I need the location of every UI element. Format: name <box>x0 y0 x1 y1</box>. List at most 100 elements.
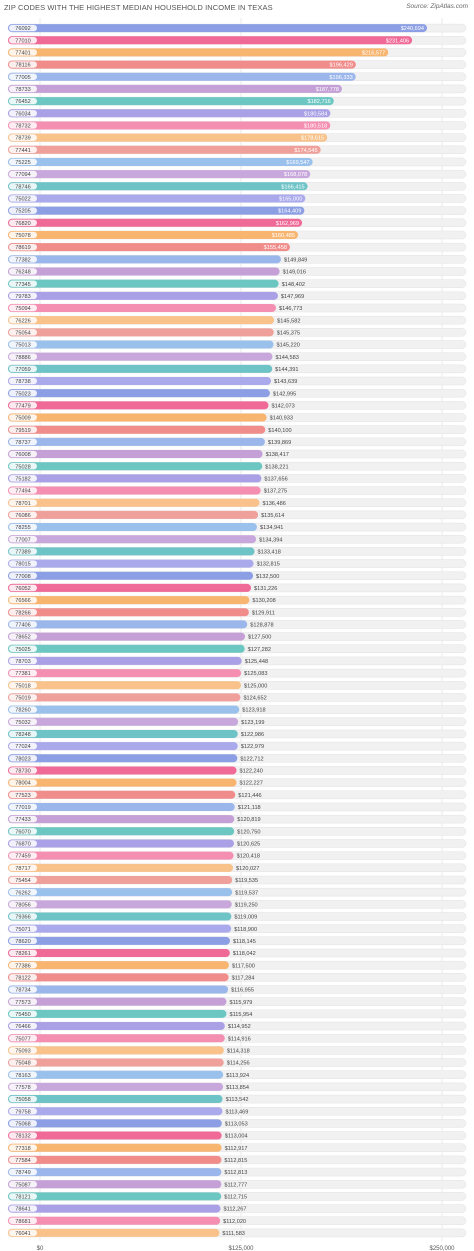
value-label: $122,240 <box>240 769 263 775</box>
category-pill <box>9 694 37 701</box>
value-label: $187,778 <box>316 87 339 93</box>
bar <box>8 243 290 252</box>
bar <box>8 620 248 629</box>
bar-row: 75093 $114,318 <box>7 1046 467 1055</box>
category-pill <box>9 73 37 80</box>
bar-row: 76034 $180,584 <box>7 109 467 118</box>
bar-row: 75077 $114,916 <box>7 1033 467 1043</box>
value-label: $231,406 <box>386 38 409 44</box>
bar <box>8 72 356 81</box>
category-pill <box>9 536 37 543</box>
value-label: $122,986 <box>241 732 264 738</box>
bar-row: 78116 $196,429 <box>7 60 467 69</box>
bar-row: 78886 $144,583 <box>7 352 467 361</box>
bar <box>8 462 263 471</box>
bar <box>8 1046 224 1055</box>
bar-row: 77441 $174,545 <box>7 145 467 155</box>
bar-row: 78739 $178,615 <box>7 133 467 142</box>
value-label: $127,500 <box>248 635 271 641</box>
value-label: $182,716 <box>307 99 330 105</box>
bar-row: 75094 $146,773 <box>7 303 467 313</box>
bar-row: 78652 $127,500 <box>7 632 467 641</box>
category-pill <box>9 292 37 300</box>
category-label: 78717 <box>15 866 31 872</box>
category-label: 78260 <box>15 708 31 714</box>
category-label: 76086 <box>15 513 31 519</box>
category-label: 75009 <box>15 416 31 422</box>
value-label: $124,652 <box>243 696 266 702</box>
category-pill <box>9 657 37 665</box>
category-label: 78737 <box>15 440 31 446</box>
value-label: $112,020 <box>223 1219 246 1225</box>
bar-row: 75087 $112,777 <box>7 1179 467 1189</box>
bar <box>8 766 237 775</box>
category-pill <box>9 1229 37 1237</box>
value-label: $113,004 <box>225 1134 248 1140</box>
value-label: $137,656 <box>264 476 287 482</box>
bar-row: 78620 $118,145 <box>7 936 467 946</box>
category-label: 78738 <box>15 379 31 385</box>
category-label: 77005 <box>15 75 31 81</box>
bar <box>8 1070 224 1079</box>
category-label: 75028 <box>15 464 31 470</box>
bar <box>8 364 273 373</box>
category-label: 77441 <box>15 148 31 154</box>
bar <box>8 839 234 848</box>
bar-row: 77573 $115,979 <box>7 997 467 1006</box>
category-pill <box>9 183 37 190</box>
bar-row: 75048 $114,256 <box>7 1058 467 1067</box>
bar <box>8 1204 221 1213</box>
bar <box>8 705 240 714</box>
category-label: 79783 <box>15 294 31 300</box>
category-label: 78703 <box>15 659 31 665</box>
category-pill <box>9 1132 37 1139</box>
category-pill <box>9 304 37 312</box>
value-label: $119,537 <box>235 890 258 896</box>
category-label: 76052 <box>15 586 31 592</box>
value-label: $120,418 <box>237 854 260 860</box>
category-pill <box>9 742 37 750</box>
category-pill <box>9 1083 37 1091</box>
category-label: 77345 <box>15 282 31 288</box>
bar <box>8 182 308 191</box>
category-label: 77433 <box>15 817 31 823</box>
bar <box>8 815 235 824</box>
bar <box>8 632 246 641</box>
category-label: 76452 <box>15 99 31 105</box>
bar <box>8 194 306 203</box>
value-label: $112,715 <box>224 1195 247 1201</box>
bar <box>8 60 356 69</box>
value-label: $113,924 <box>226 1073 249 1079</box>
value-label: $140,100 <box>268 428 291 434</box>
value-label: $114,318 <box>227 1048 250 1054</box>
category-pill <box>9 231 37 239</box>
category-pill <box>9 1168 37 1176</box>
bar <box>8 1022 225 1031</box>
category-pill <box>9 718 37 725</box>
bar-row: 75205 $164,409 <box>7 206 467 215</box>
bar <box>8 1180 222 1189</box>
bar <box>8 608 249 617</box>
category-pill <box>9 377 37 385</box>
value-label: $120,027 <box>236 866 259 872</box>
value-label: $196,333 <box>329 75 352 81</box>
value-label: $122,979 <box>241 744 264 750</box>
bar-row: 78122 $117,284 <box>7 973 467 982</box>
value-label: $155,458 <box>264 245 287 251</box>
bar-row: 75022 $165,000 <box>7 194 467 203</box>
bar-row: 75454 $119,535 <box>7 875 467 885</box>
category-label: 75058 <box>15 1097 31 1103</box>
value-label: $137,275 <box>264 489 287 495</box>
value-label: $121,118 <box>238 805 261 811</box>
category-label: 75054 <box>15 330 31 336</box>
value-label: $146,773 <box>279 306 302 312</box>
category-label: 75018 <box>15 683 31 689</box>
bar-row: 78023 $122,712 <box>7 754 467 763</box>
value-label: $119,535 <box>235 878 258 884</box>
bar <box>8 437 265 446</box>
bar <box>8 84 342 93</box>
category-pill <box>9 1047 37 1054</box>
category-label: 77010 <box>15 38 31 44</box>
category-label: 76870 <box>15 842 31 848</box>
category-pill <box>9 219 37 227</box>
